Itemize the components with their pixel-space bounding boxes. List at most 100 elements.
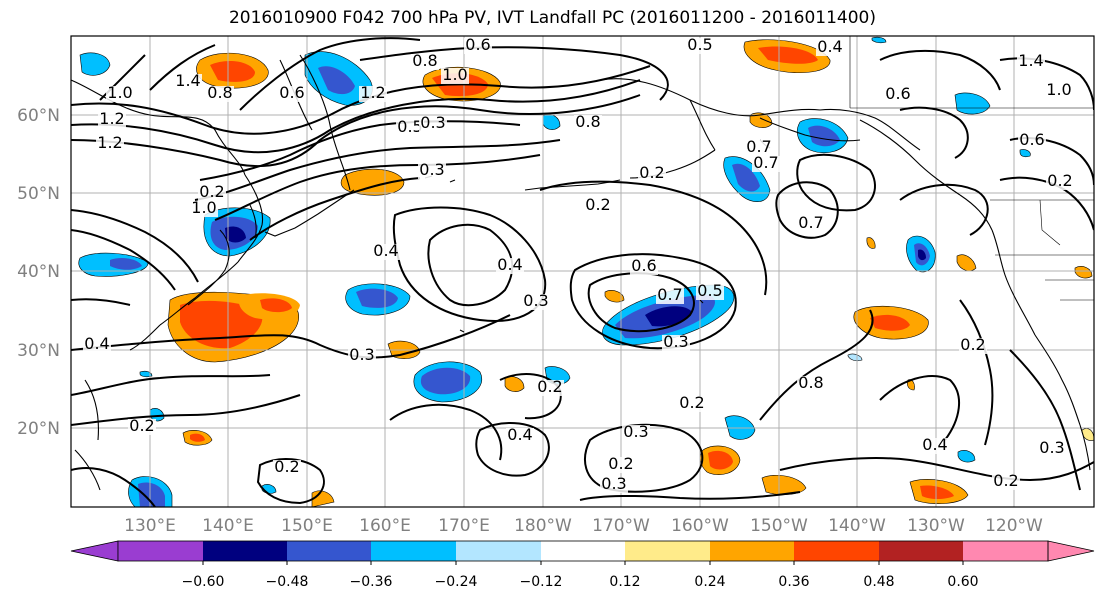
contour-label-bg bbox=[273, 460, 301, 476]
colorbar-segment bbox=[203, 541, 287, 561]
latitude-labels: 20°N 30°N 40°N 50°N 60°N bbox=[17, 106, 60, 439]
colorbar-tick-label: 0.24 bbox=[694, 574, 725, 590]
contour-label: 0.7 bbox=[746, 137, 771, 156]
contour-label: 0.2 bbox=[960, 335, 985, 354]
contour-label-bg bbox=[190, 201, 218, 217]
colorbar-segment bbox=[371, 541, 456, 561]
contour-label: 0.5 bbox=[397, 117, 422, 136]
contour-label: 0.2 bbox=[199, 182, 224, 201]
contour-label-bg bbox=[506, 428, 534, 444]
contour-label-bg bbox=[638, 166, 666, 182]
contour-label-bg bbox=[959, 338, 987, 354]
contour-label: 0.4 bbox=[84, 334, 109, 353]
contour-label-bg bbox=[622, 425, 650, 441]
lon-label: 180°W bbox=[514, 516, 572, 536]
contour-label: 0.5 bbox=[697, 281, 722, 300]
lat-label-40n: 40°N bbox=[17, 262, 60, 282]
colorbar-ticks: −0.60 −0.48 −0.36 −0.24 −0.12 0.12 0.24 0.36 0.4… bbox=[182, 561, 979, 590]
contour-label-bg bbox=[884, 87, 912, 103]
contour-label-bg bbox=[198, 185, 226, 201]
contour-label: 1.0 bbox=[1046, 80, 1071, 99]
lon-label: 130°E bbox=[124, 516, 176, 536]
lon-label: 130°W bbox=[907, 516, 965, 536]
lon-label: 150°W bbox=[750, 516, 808, 536]
pv-contours bbox=[71, 37, 1094, 507]
contour-label: 0.2 bbox=[537, 377, 562, 396]
lat-label-60n: 60°N bbox=[17, 106, 60, 126]
contour-label: 0.3 bbox=[663, 332, 688, 351]
lon-label: 170°E bbox=[438, 516, 490, 536]
contour-label: 0.3 bbox=[623, 422, 648, 441]
contour-label-bg bbox=[372, 244, 400, 260]
contour-label-bg bbox=[1017, 54, 1045, 70]
contour-label-bg bbox=[797, 216, 825, 232]
contour-label-bg bbox=[106, 86, 134, 102]
contour-label: 0.2 bbox=[129, 416, 154, 435]
map-frame bbox=[70, 35, 1095, 508]
contour-label-bg bbox=[607, 457, 635, 473]
contour-label: 0.3 bbox=[523, 291, 548, 310]
contour-label: 0.4 bbox=[817, 37, 842, 56]
contour-label-bg bbox=[816, 40, 844, 56]
contour-label-bg bbox=[992, 474, 1020, 490]
contour-label: 1.2 bbox=[360, 83, 385, 102]
contour-label-bg bbox=[656, 288, 684, 304]
contour-label: 0.5 bbox=[687, 35, 712, 54]
contour-labels: 0.6 0.5 0.41.41.0 0.81.01.20.60.81.01.21.20… bbox=[83, 35, 1074, 493]
colorbar-tick-label: −0.36 bbox=[350, 574, 393, 590]
colorbar bbox=[70, 540, 1095, 562]
contour-label-bg bbox=[696, 284, 724, 300]
contour-label: 1.2 bbox=[99, 109, 124, 128]
contour-label: 0.7 bbox=[753, 153, 778, 172]
contour-label-bg bbox=[278, 86, 306, 102]
colorbar-tick-label: 0.60 bbox=[947, 574, 978, 590]
contour-label-bg bbox=[1038, 441, 1066, 457]
colorbar-segment bbox=[963, 541, 1048, 561]
colorbar-tick-label: −0.12 bbox=[520, 574, 563, 590]
contour-label-bg bbox=[83, 337, 111, 353]
contour-label-bg bbox=[96, 136, 124, 152]
contour-label: 0.2 bbox=[585, 195, 610, 214]
contour-label-bg bbox=[411, 54, 439, 70]
contour-label-bg bbox=[752, 156, 780, 172]
contour-label: 0.8 bbox=[575, 112, 600, 131]
contour-label-bg bbox=[630, 259, 658, 275]
contour-label: 0.3 bbox=[349, 345, 374, 364]
lon-label: 160°E bbox=[359, 516, 411, 536]
colorbar-segment bbox=[710, 541, 794, 561]
contour-label: 1.0 bbox=[191, 198, 216, 217]
contour-label-bg bbox=[464, 38, 492, 54]
contour-label-bg bbox=[536, 380, 564, 396]
colorbar-outline bbox=[117, 540, 1049, 562]
contour-label: 0.6 bbox=[1019, 130, 1044, 149]
contour-label-bg bbox=[128, 419, 156, 435]
contour-label-bg bbox=[1018, 133, 1046, 149]
contour-label-bg bbox=[419, 116, 447, 132]
contour-label-bg bbox=[98, 112, 126, 128]
lon-label: 140°E bbox=[202, 516, 254, 536]
contour-label-bg bbox=[662, 335, 690, 351]
contour-label: 0.2 bbox=[608, 454, 633, 473]
contour-label: 0.6 bbox=[465, 35, 490, 54]
contour-label: 0.2 bbox=[639, 163, 664, 182]
colorbar-segment bbox=[287, 541, 371, 561]
political-borders bbox=[849, 36, 1094, 301]
colorbar-tick-label: −0.48 bbox=[266, 574, 309, 590]
lat-label-50n: 50°N bbox=[17, 184, 60, 204]
colorbar-segment bbox=[456, 541, 541, 561]
contour-label: 0.4 bbox=[922, 435, 947, 454]
contour-label: 1.4 bbox=[175, 71, 200, 90]
colorbar-tick-label: 0.48 bbox=[863, 574, 894, 590]
contour-label-bg bbox=[678, 396, 706, 412]
contour-label: 0.6 bbox=[885, 84, 910, 103]
colorbar-tick-label: 0.12 bbox=[609, 574, 640, 590]
contour-label-bg bbox=[359, 86, 387, 102]
lon-label: 150°E bbox=[281, 516, 333, 536]
contour-label-bg bbox=[584, 198, 612, 214]
contour-label: 1.4 bbox=[1018, 51, 1043, 70]
colorbar-segment bbox=[118, 541, 203, 561]
contour-label: 0.3 bbox=[420, 113, 445, 132]
contour-label: 0.2 bbox=[274, 457, 299, 476]
colorbar-tick-label: −0.60 bbox=[182, 574, 225, 590]
